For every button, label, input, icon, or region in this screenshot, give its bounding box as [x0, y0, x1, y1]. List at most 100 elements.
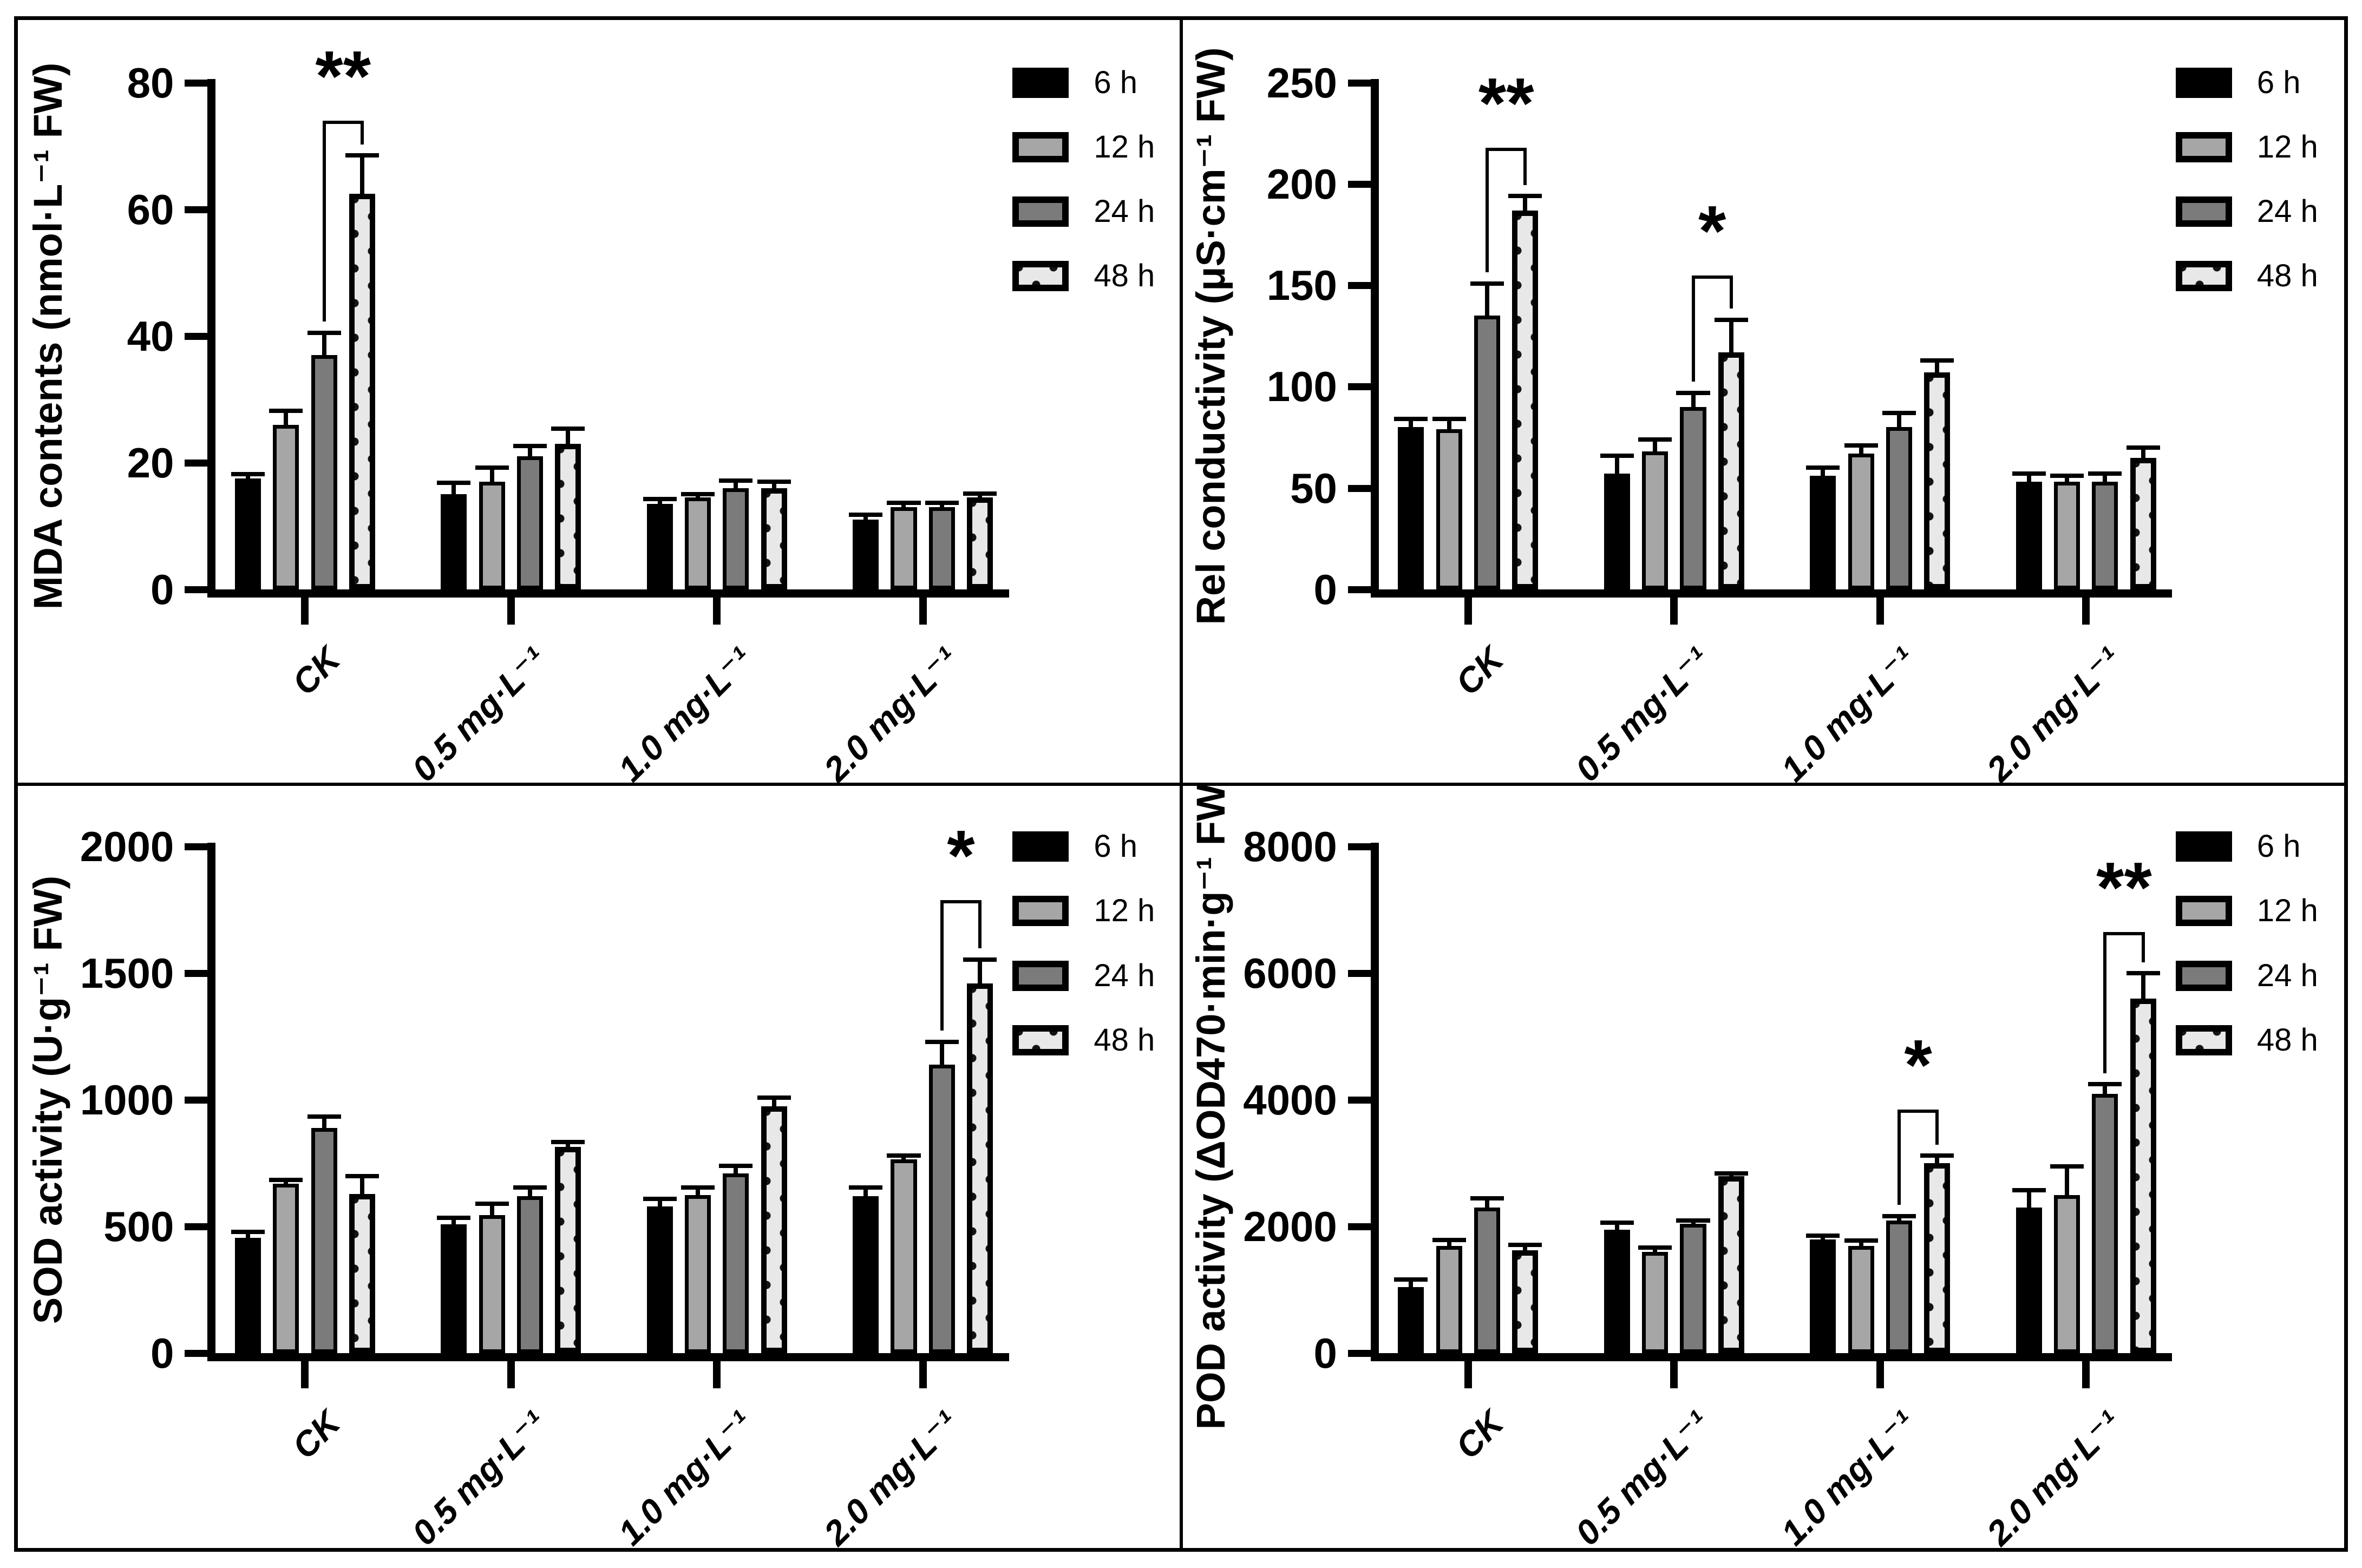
y-tick-label: 20 — [127, 438, 174, 487]
legend-label-h48: 48 h — [1094, 258, 1155, 294]
legend-swatch-h48 — [1012, 261, 1069, 292]
sig-label: ** — [2096, 848, 2152, 928]
legend-swatch-h6 — [2175, 67, 2232, 98]
y-axis-title: MDA contents (nmol·L⁻¹ FW) — [25, 62, 70, 610]
bar-h48-group0 — [349, 1193, 375, 1354]
error-bar-cap — [551, 1139, 585, 1144]
bar-h48-group2 — [1924, 1163, 1951, 1354]
bar-h6-group3 — [2016, 482, 2042, 589]
sig-bracket-top — [1486, 147, 1527, 151]
bar-h12-group2 — [1848, 1245, 1874, 1354]
x-tick-label: 1.0 mg·L⁻¹ — [1773, 1403, 1923, 1548]
x-tick — [713, 597, 721, 625]
error-bar-cap — [1394, 1277, 1428, 1282]
error-bar-cap — [1508, 1243, 1542, 1248]
error-bar-cap — [1676, 1218, 1710, 1223]
error-bar-cap — [887, 1153, 921, 1158]
sig-bracket-right-leg — [1523, 147, 1527, 185]
bar-h12-group3 — [2053, 482, 2080, 589]
error-bar-stem — [1485, 1198, 1490, 1213]
legend-label-h48: 48 h — [2256, 258, 2318, 294]
legend-swatch-h12 — [2175, 132, 2232, 162]
y-tick — [1347, 970, 1371, 977]
legend-label-h24: 24 h — [1094, 957, 1155, 993]
x-tick — [919, 1361, 927, 1389]
legend-label-h24: 24 h — [2256, 957, 2318, 993]
error-bar-stem — [1485, 283, 1490, 322]
x-tick — [507, 1361, 515, 1389]
bar-h24-group1 — [516, 1196, 544, 1354]
y-tick — [1347, 1350, 1371, 1357]
bar-h12-group0 — [1436, 1245, 1462, 1354]
error-bar-stem — [489, 1204, 494, 1221]
bar-h48-group2 — [761, 1106, 787, 1354]
bar-h12-group1 — [1642, 1252, 1669, 1354]
y-tick — [185, 1223, 208, 1231]
panel-mda-contents: 0 20 40 60 80 MDA contents (nmol·L⁻¹ FW) CK 0.5… — [18, 20, 1181, 784]
error-bar-stem — [452, 483, 456, 500]
x-tick-label: 0.5 mg·L⁻¹ — [404, 639, 554, 784]
bar-h6-group0 — [234, 478, 261, 589]
error-bar-stem — [1523, 196, 1528, 216]
legend-label-h6: 6 h — [1094, 64, 1138, 100]
error-bar-stem — [528, 446, 532, 462]
error-bar-cap — [719, 478, 753, 483]
error-bar-cap — [2050, 474, 2084, 478]
y-tick — [1347, 79, 1371, 87]
bar-h48-group3 — [2130, 999, 2156, 1354]
bar-h48-group0 — [1512, 210, 1539, 589]
x-tick — [1670, 1361, 1678, 1389]
bar-h24-group3 — [928, 507, 955, 589]
y-tick-label: 0 — [150, 565, 174, 613]
x-tick-label: CK — [1448, 639, 1512, 703]
x-tick — [301, 597, 309, 625]
y-tick-label: 1500 — [80, 949, 174, 998]
error-bar-cap — [963, 957, 997, 962]
error-bar-stem — [489, 468, 494, 487]
bar-h24-group0 — [311, 355, 337, 589]
bar-h6-group1 — [1604, 474, 1630, 589]
error-bar-cap — [2050, 1164, 2084, 1169]
bar-h6-group1 — [441, 494, 467, 589]
legend-label-h24: 24 h — [1094, 194, 1155, 229]
error-bar-cap — [513, 1185, 547, 1190]
bar-h24-group3 — [928, 1064, 955, 1354]
bar-h12-group0 — [273, 424, 299, 589]
error-bar-stem — [2026, 474, 2031, 488]
error-bar-cap — [513, 444, 547, 449]
error-bar-cap — [1806, 1233, 1840, 1238]
sig-label: ** — [315, 36, 371, 116]
sig-label: * — [947, 815, 975, 895]
legend-swatch-h6 — [1012, 67, 1069, 98]
bar-h24-group1 — [1680, 406, 1706, 589]
error-bar-cap — [2088, 1082, 2122, 1087]
y-tick-label: 40 — [127, 312, 174, 360]
y-tick-label: 250 — [1266, 58, 1337, 107]
error-bar-stem — [1691, 392, 1696, 412]
bar-h48-group2 — [1924, 372, 1951, 589]
error-bar-cap — [1638, 437, 1672, 442]
error-bar-cap — [231, 471, 265, 476]
error-bar-cap — [1844, 443, 1878, 448]
sig-bracket-top — [1691, 275, 1733, 279]
error-bar-stem — [2026, 1190, 2031, 1213]
error-bar-cap — [849, 512, 883, 517]
legend-swatch-h6 — [2175, 831, 2232, 862]
y-tick — [185, 586, 208, 593]
bar-h24-group2 — [723, 488, 749, 589]
error-bar-cap — [307, 331, 341, 335]
y-axis-title: POD activity (ΔOD470·min·g⁻¹ FW) — [1188, 784, 1234, 1430]
legend-swatch-h48 — [2175, 1025, 2232, 1055]
error-bar-cap — [1508, 194, 1542, 199]
y-tick — [185, 970, 208, 977]
error-bar-stem — [359, 155, 364, 199]
error-bar-stem — [322, 333, 326, 360]
y-tick-label: 8000 — [1243, 823, 1337, 871]
error-bar-cap — [307, 1114, 341, 1119]
x-tick-label: CK — [285, 639, 348, 703]
bar-h6-group3 — [853, 520, 879, 589]
y-tick-label: 1000 — [80, 1076, 174, 1124]
legend-label-h6: 6 h — [2256, 829, 2301, 864]
error-bar-cap — [719, 1164, 753, 1169]
error-bar-cap — [345, 153, 379, 158]
